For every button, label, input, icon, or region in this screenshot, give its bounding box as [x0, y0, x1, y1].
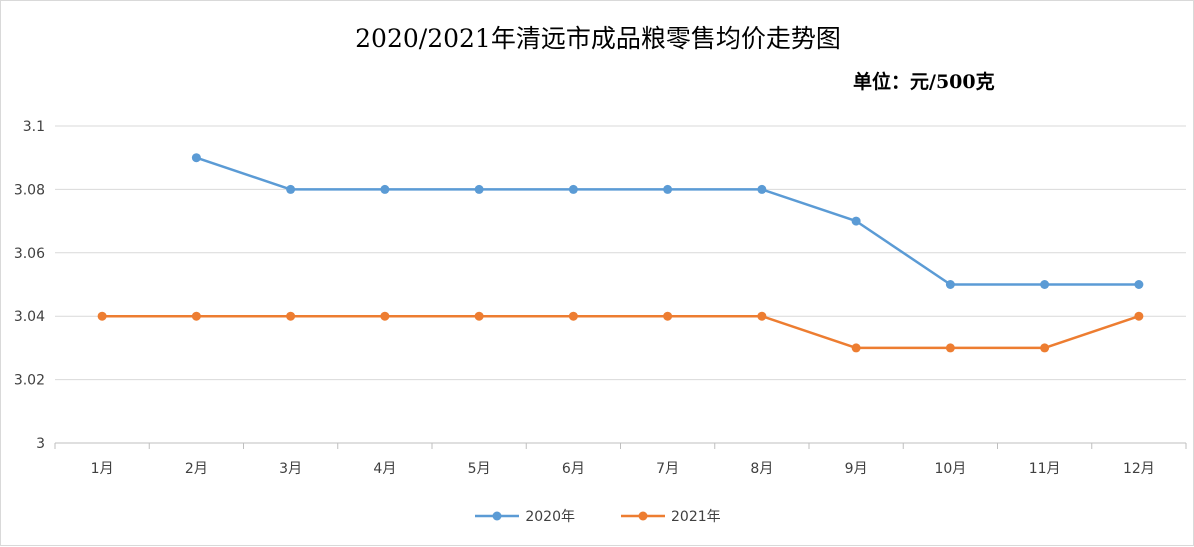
- x-tick-label: 7月: [656, 461, 679, 477]
- data-point: [474, 311, 484, 321]
- x-tick-label: 11月: [1029, 461, 1061, 477]
- series-line-0: [195, 156, 1139, 286]
- x-tick-label: 1月: [91, 461, 114, 477]
- gridlines: [55, 125, 1186, 381]
- y-tick-label: 3.02: [14, 373, 45, 389]
- legend-swatch: [621, 511, 665, 521]
- y-tick-label: 3.04: [14, 309, 45, 325]
- data-point: [757, 311, 767, 321]
- legend-item: 2021年: [621, 506, 721, 526]
- y-tick-label: 3: [36, 436, 45, 452]
- chart-title: 2020/2021年清远市成品粮零售均价走势图: [355, 24, 841, 53]
- data-point: [1134, 311, 1144, 321]
- unit-label: 单位：元/500克: [853, 71, 995, 93]
- legend-swatch: [475, 511, 520, 521]
- legend: 2020年 2021年: [1, 501, 1194, 531]
- data-point: [663, 311, 673, 321]
- x-tick-label: 10月: [934, 461, 966, 477]
- x-tick-label: 6月: [562, 461, 585, 477]
- data-point: [1040, 280, 1050, 289]
- data-point: [97, 311, 107, 321]
- data-point: [1134, 280, 1144, 289]
- x-tick-label: 12月: [1123, 461, 1155, 477]
- data-point: [286, 184, 296, 194]
- x-tick-label: 3月: [279, 461, 302, 477]
- y-tick-label: 3.06: [14, 246, 45, 262]
- data-point: [945, 343, 955, 353]
- x-tick-label: 9月: [845, 461, 868, 477]
- data-point: [1040, 343, 1050, 353]
- x-tick-label: 8月: [750, 461, 773, 477]
- data-point: [286, 311, 296, 321]
- data-point: [663, 184, 673, 194]
- axes: 3 3.02 3.04 3.06 3.08 3.1 1月 2月 3月 4月 5月 6月 7月 8月 9月 10…: [14, 119, 1187, 477]
- x-tick-label: 5月: [468, 461, 491, 477]
- data-point: [568, 184, 578, 194]
- legend-swatch-marker: [492, 511, 502, 521]
- data-point: [380, 311, 390, 321]
- data-point: [757, 184, 767, 194]
- data-point: [851, 343, 861, 353]
- data-point: [474, 184, 484, 194]
- legend-label: 2021年: [671, 509, 721, 525]
- y-tick-label: 3.1: [23, 119, 45, 135]
- data-point: [191, 153, 201, 163]
- legend-label: 2020年: [525, 509, 575, 525]
- series-lines: [97, 153, 1144, 353]
- data-point: [191, 311, 201, 321]
- y-tick-label: 3.08: [14, 182, 45, 198]
- legend-item: 2020年: [475, 506, 575, 526]
- data-point: [568, 311, 578, 321]
- legend-swatch-marker: [638, 511, 648, 521]
- data-point: [945, 280, 955, 289]
- data-point: [380, 184, 390, 194]
- series-line-1: [102, 314, 1140, 350]
- data-point: [851, 216, 861, 226]
- x-tick-label: 2月: [185, 461, 208, 477]
- x-tick-label: 4月: [373, 461, 396, 477]
